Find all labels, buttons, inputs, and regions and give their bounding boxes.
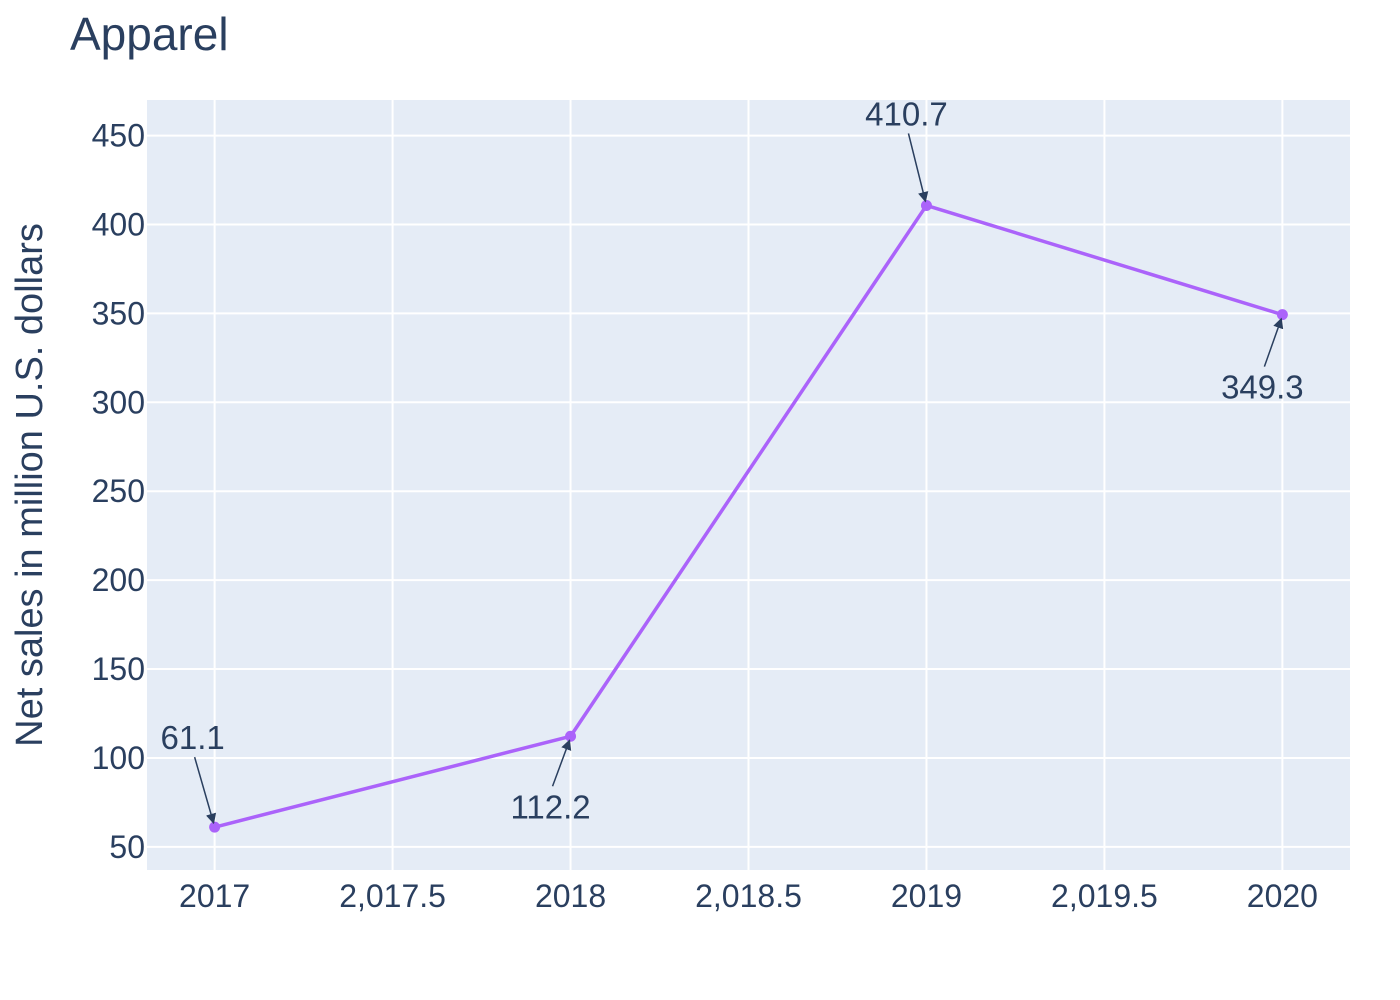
y-tick-label: 400	[92, 206, 145, 242]
x-tick-label: 2017	[179, 878, 250, 914]
y-tick-label: 150	[92, 651, 145, 687]
data-point	[209, 821, 221, 833]
data-label: 112.2	[510, 788, 590, 825]
x-tick-label: 2,019.5	[1051, 878, 1158, 914]
annotation-arrow	[1263, 317, 1284, 367]
data-label: 410.7	[865, 95, 948, 132]
x-tick-label: 2019	[891, 878, 962, 914]
y-tick-label: 300	[92, 384, 145, 420]
data-point	[565, 730, 577, 742]
y-tick-label: 100	[92, 740, 145, 776]
x-tick-label: 2,017.5	[339, 878, 446, 914]
annotation-arrow	[193, 756, 217, 825]
annotation-arrow	[551, 739, 572, 787]
data-label: 61.1	[161, 719, 225, 756]
chart-title: Apparel	[70, 8, 229, 60]
x-axis-ticks: 2017 2,017.5 2018 2,018.5 2019 2,019.5 2020	[179, 878, 1318, 914]
y-tick-label: 50	[109, 829, 145, 865]
data-point	[1276, 309, 1288, 321]
annotation-arrow	[907, 133, 929, 203]
data-point	[920, 199, 932, 211]
x-tick-label: 2,018.5	[695, 878, 802, 914]
y-tick-label: 450	[92, 118, 145, 154]
y-tick-label: 250	[92, 473, 145, 509]
y-axis-title: Net sales in million U.S. dollars	[9, 223, 51, 747]
grid-lines	[147, 100, 1350, 870]
y-tick-label: 350	[92, 295, 145, 331]
series-line	[214, 203, 1283, 829]
x-tick-label: 2020	[1247, 878, 1318, 914]
data-label: 349.3	[1221, 369, 1304, 406]
x-tick-label: 2018	[535, 878, 606, 914]
series-layer	[209, 199, 1288, 833]
data-labels: 61.1 112.2 410.7 349.3	[161, 95, 1304, 825]
y-tick-label: 200	[92, 562, 145, 598]
y-axis-ticks: 50 100 150 200 250 300 350 400 450	[92, 118, 145, 865]
